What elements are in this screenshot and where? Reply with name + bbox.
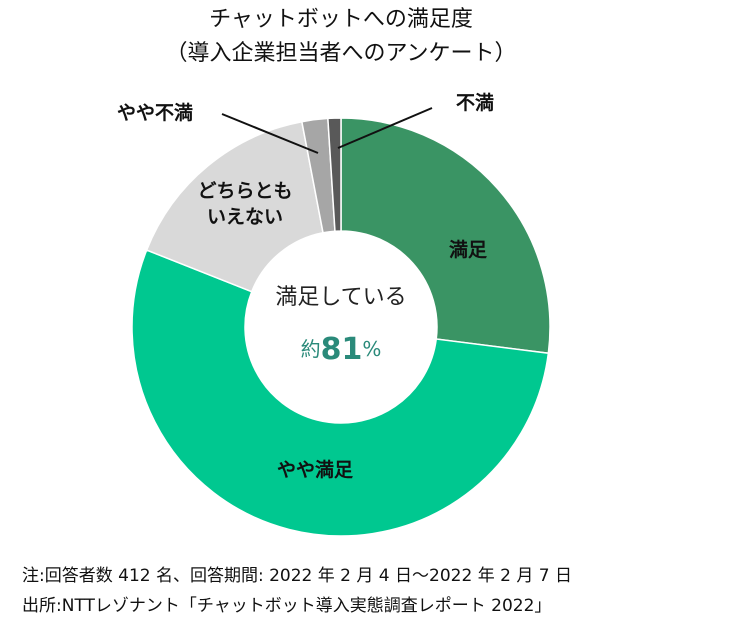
- source: 出所:NTTレゾナント「チャットボット導入実態調査レポート 2022」: [22, 596, 551, 616]
- center-number: 81: [321, 332, 363, 367]
- center-unit: %: [362, 337, 381, 361]
- slice-label: どちらとも いえない: [197, 180, 293, 228]
- note: 注:回答者数 412 名、回答期間: 2022 年 2 月 4 日～2022 年…: [22, 566, 572, 586]
- leader-line: [221, 113, 319, 154]
- center-prefix: 約: [301, 337, 321, 361]
- slice-label: やや不満: [116, 102, 194, 124]
- donut-slice: [145, 120, 324, 293]
- slice-label: 不満: [455, 92, 495, 114]
- slice-label: やや満足: [276, 459, 354, 481]
- chart-subtitle: （導入企業担当者へのアンケート）: [165, 41, 516, 66]
- donut-slice: [327, 117, 342, 232]
- slices: [131, 117, 551, 537]
- leader-line: [337, 107, 433, 149]
- center-text: 満足している: [275, 285, 406, 310]
- donut-slice: [340, 117, 551, 355]
- donut-slice: [131, 249, 550, 537]
- chart-title: チャットボットへの満足度: [209, 7, 473, 32]
- slice-label: 満足: [448, 239, 488, 261]
- center-value: 約81%: [301, 332, 382, 367]
